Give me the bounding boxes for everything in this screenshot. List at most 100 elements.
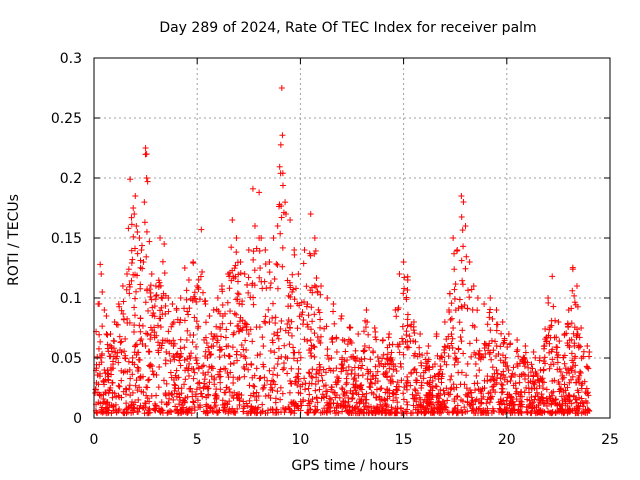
data-point [531,396,538,403]
data-point [343,367,350,374]
data-point [372,394,379,401]
data-point [545,332,552,339]
data-point [586,349,593,355]
data-point [195,276,202,283]
data-point [526,397,533,404]
data-point [185,277,192,283]
data-point [574,326,581,333]
data-point [149,304,156,311]
data-point [342,348,349,355]
data-point [358,365,365,372]
data-point [157,235,164,241]
data-point [261,374,268,381]
data-point [528,361,535,368]
data-point [418,359,425,366]
data-point [166,350,173,357]
data-point [462,265,469,272]
data-point [219,320,226,327]
y-axis-label: ROTI / TECUs [6,194,22,286]
data-point [404,401,411,408]
data-point [134,250,141,257]
data-point [279,182,286,189]
data-point [153,291,160,298]
data-point [455,345,462,352]
data-point [272,381,279,388]
data-point [474,295,481,301]
data-point [461,404,468,411]
data-point [123,400,130,407]
data-point [489,315,496,322]
data-point [202,301,209,307]
data-point [397,360,404,367]
data-point [468,407,475,414]
data-point [208,330,215,337]
data-point [329,339,336,346]
y-tick-label: 0.3 [60,51,82,67]
data-point [406,333,413,340]
data-point [448,331,455,338]
data-point [135,396,142,403]
data-point [274,261,281,268]
data-point [177,336,184,343]
data-point [338,385,345,392]
data-point [477,386,484,393]
data-point [229,217,236,223]
data-point [177,295,184,301]
data-point [170,352,177,359]
data-point [457,334,464,341]
data-point [198,226,205,233]
data-point [481,301,488,307]
data-point [355,331,362,337]
data-point [131,245,138,252]
data-point [401,274,408,281]
data-point [315,378,322,385]
data-point [372,334,379,341]
data-point [309,318,316,325]
data-point [130,328,137,335]
data-point [266,319,273,325]
data-point [162,302,169,309]
data-point [400,390,407,397]
data-point [555,319,562,325]
data-point [384,386,391,393]
x-tick-label: 20 [498,432,516,448]
data-point [317,324,324,331]
data-point [400,396,407,403]
data-point [271,365,278,372]
data-point [279,390,286,397]
data-point [190,259,197,265]
data-point [345,398,352,405]
data-point [183,337,190,343]
data-point [460,350,467,357]
data-point [159,295,166,302]
data-point [510,364,517,371]
data-point [469,397,476,404]
data-point [133,377,140,384]
data-point [507,377,514,384]
data-point [176,357,183,364]
data-point [267,280,274,287]
data-point [574,387,581,394]
data-point [331,320,338,327]
data-point [173,367,180,374]
data-point [459,327,466,334]
data-point [578,395,585,402]
data-point [463,385,470,392]
data-point [284,370,291,377]
data-point [126,290,133,297]
data-point [307,350,314,357]
data-point [185,372,192,379]
data-point [499,381,506,388]
data-point [253,245,260,252]
data-point [95,381,102,388]
data-point [134,229,141,235]
data-point [126,382,133,389]
data-point [265,306,272,313]
data-point [199,268,206,275]
data-point [370,405,377,412]
data-point [96,392,103,399]
data-point [393,368,400,375]
data-point [250,382,257,389]
data-point [234,357,241,364]
data-point [547,361,554,368]
